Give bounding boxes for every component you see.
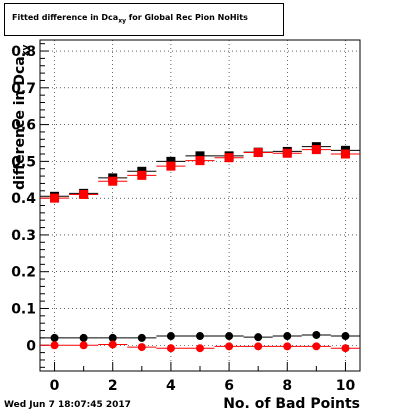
data-point-circle — [225, 342, 234, 351]
y-tick-label: 0.7 — [11, 81, 36, 97]
plot-frame — [39, 39, 361, 372]
data-point-square — [108, 176, 118, 186]
y-tick-label: 0.2 — [11, 265, 36, 281]
chart-title: Fitted difference in Dcaxy for Global Re… — [12, 13, 248, 25]
data-point-circle — [166, 332, 175, 341]
x-tick-label: 10 — [336, 378, 356, 394]
x-tick-label: 8 — [282, 378, 292, 394]
data-point-square — [166, 156, 176, 166]
data-point-circle — [312, 342, 321, 351]
y-tick-label: 0 — [26, 338, 36, 354]
data-point-square — [195, 151, 205, 161]
data-point-square — [50, 193, 60, 203]
y-tick-label: 0.5 — [11, 154, 36, 170]
y-tick-label: 0.6 — [11, 118, 36, 134]
data-point-circle — [108, 333, 117, 342]
data-point-circle — [254, 333, 263, 342]
data-point-circle — [166, 344, 175, 353]
data-point-square — [224, 153, 234, 163]
data-point-circle — [196, 332, 204, 341]
data-point-circle — [79, 341, 88, 350]
data-point-circle — [137, 343, 146, 352]
data-point-circle — [50, 333, 59, 342]
y-tick-label: 0.4 — [11, 191, 36, 207]
data-point-square — [311, 145, 321, 155]
x-tick-label: 6 — [224, 378, 234, 394]
data-point-circle — [341, 344, 350, 353]
data-point-square — [79, 189, 89, 199]
x-axis-label: No. of Bad Points — [223, 396, 360, 412]
data-point-circle — [50, 341, 59, 350]
data-point-square — [195, 156, 205, 166]
y-axis-label: difference in Dcaxy — [12, 44, 31, 190]
data-point-circle — [312, 330, 321, 339]
data-point-circle — [225, 332, 234, 341]
data-point-circle — [341, 332, 350, 341]
data-point-square — [282, 148, 292, 158]
data-point-circle — [79, 333, 88, 342]
y-tick-label: 0.8 — [11, 44, 36, 60]
x-tick-label: 2 — [108, 378, 118, 394]
data-point-circle — [137, 333, 146, 342]
data-point-square — [166, 161, 176, 171]
data-point-square — [253, 148, 263, 158]
data-point-square — [340, 149, 350, 159]
data-point-square — [137, 170, 147, 180]
y-tick-label: 0.1 — [11, 301, 36, 317]
timestamp: Wed Jun 7 18:07:45 2017 — [4, 400, 131, 410]
data-point-circle — [283, 332, 292, 341]
data-point-circle — [283, 342, 292, 351]
data-point-circle — [196, 344, 204, 353]
data-point-circle — [108, 340, 117, 349]
title-box: Fitted difference in Dcaxy for Global Re… — [4, 3, 284, 36]
x-tick-label: 4 — [166, 378, 176, 394]
y-tick-label: 0.3 — [11, 228, 36, 244]
data-point-circle — [254, 342, 263, 351]
x-tick-label: 0 — [50, 378, 60, 394]
